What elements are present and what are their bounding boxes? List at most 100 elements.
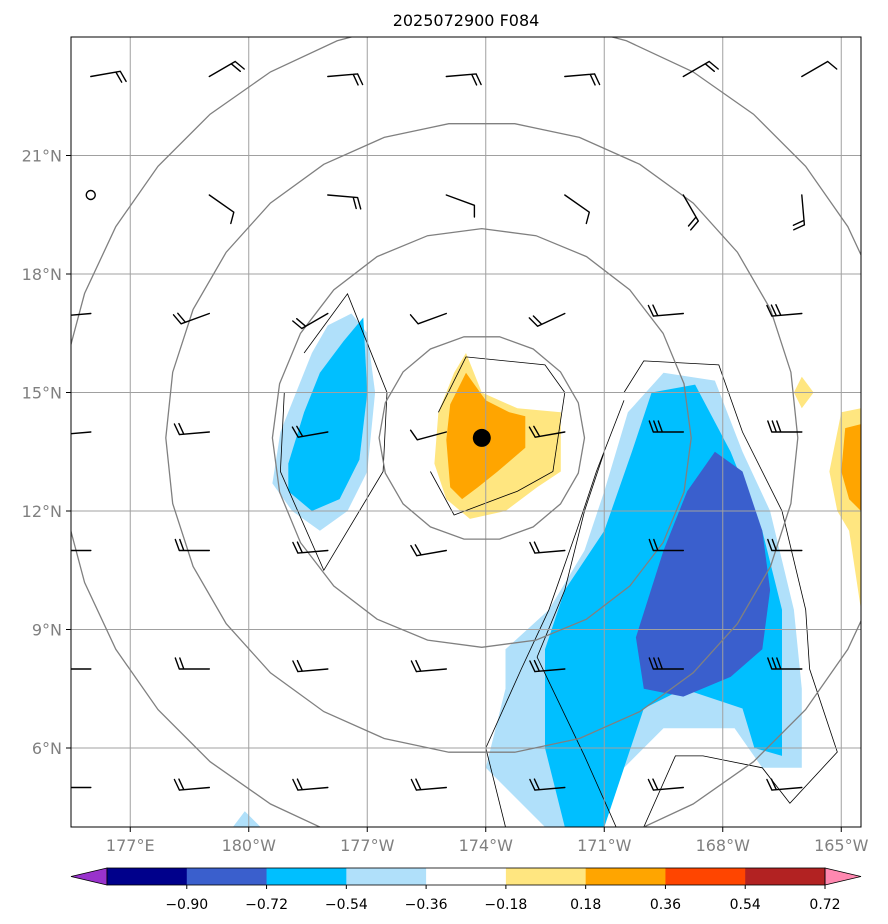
y-tick-label: 15°N [22, 384, 62, 403]
wind-barb [409, 429, 447, 441]
wind-barb [173, 422, 210, 436]
range-ring-0 [378, 336, 586, 540]
wind-barb [173, 778, 210, 791]
wind-barb [528, 425, 566, 438]
wind-barb [292, 541, 329, 554]
wind-barb [172, 312, 210, 325]
colorbar-label: −0.54 [325, 897, 368, 913]
gridlines [71, 37, 861, 827]
wind-barb [767, 538, 803, 552]
colorbar-label: 0.72 [809, 897, 840, 913]
range-ring-2 [165, 123, 799, 753]
y-tick-label: 21°N [22, 147, 62, 166]
y-tick-labels: 6°N 9°N 12°N 15°N 18°N 21°N [22, 147, 71, 758]
plot-area [71, 37, 861, 827]
wind-barb [71, 786, 92, 789]
wind-barb [648, 538, 684, 552]
storm-center [472, 428, 491, 447]
wind-barb [208, 60, 245, 78]
shaded-region-1 [288, 317, 368, 511]
wind-barb-calm [85, 189, 96, 201]
colorbar-label: −0.18 [484, 897, 527, 913]
wind-barb [292, 778, 329, 791]
y-tick-label: 12°N [22, 502, 62, 521]
colorbar-bin [266, 868, 347, 885]
wind-barb [767, 420, 803, 433]
wind-barb [648, 420, 684, 433]
wind-barb [564, 73, 601, 86]
colorbar-frame [106, 867, 826, 886]
wind-barb [528, 312, 566, 327]
range-ring-1 [271, 227, 692, 648]
colorbar: −0.90 −0.72 −0.54 −0.36 −0.18 0.18 0.36 0.54 0.7… [70, 867, 862, 913]
colorbar-bin [585, 868, 666, 885]
wind-barb [766, 778, 803, 791]
contour-line-0 [279, 292, 388, 572]
range-rings [71, 37, 861, 827]
colorbar-bin [426, 868, 507, 885]
colorbar-bin [505, 868, 587, 885]
colorbar-bin [665, 868, 746, 885]
wind-barb [71, 549, 92, 552]
x-tick-label: 180°W [222, 836, 277, 855]
wind-barb [291, 425, 329, 438]
x-tick-label: 165°W [814, 836, 869, 855]
wind-barb [767, 657, 803, 670]
wind-barb [792, 194, 806, 231]
colorbar-extend-low [70, 867, 108, 886]
shaded-region-8 [841, 424, 861, 511]
wind-barb [174, 538, 210, 552]
contour-line-2 [536, 360, 838, 827]
wind-barb [327, 194, 362, 210]
colorbar-label: −0.72 [245, 897, 288, 913]
colorbar-extend-high [824, 867, 862, 886]
chart-title: 2025072900 F084 [393, 11, 540, 30]
x-tick-label: 174°W [459, 836, 514, 855]
wind-barb [647, 778, 684, 791]
wind-barb [71, 431, 92, 435]
colorbar-bin [186, 868, 268, 885]
wind-barb [529, 778, 566, 791]
wind-barbs [71, 60, 838, 791]
wind-barb [409, 312, 447, 325]
wind-barb [766, 304, 803, 317]
y-tick-label: 18°N [22, 265, 62, 284]
x-tick-label: 168°W [696, 836, 751, 855]
wind-barb [682, 194, 699, 231]
wind-barb [410, 659, 447, 673]
colorbar-bin [745, 868, 826, 885]
wind-barb [208, 194, 235, 225]
plot-frame [70, 36, 862, 828]
wind-barb [529, 659, 566, 673]
colorbar-label: 0.18 [570, 897, 601, 913]
colorbar-bin [107, 868, 188, 885]
wind-barb [445, 73, 482, 86]
colorbar-label: 0.54 [730, 897, 761, 913]
wind-barb [682, 60, 719, 78]
x-tick-label: 177°W [340, 836, 395, 855]
wind-barb [174, 657, 210, 670]
storm-center-marker [472, 428, 491, 447]
wind-barb [529, 541, 566, 554]
wind-barb [292, 659, 329, 673]
shaded-region-10 [232, 811, 261, 827]
wind-barb [648, 657, 684, 670]
wind-barb [410, 544, 447, 557]
colorbar-label: −0.90 [165, 897, 208, 913]
wind-barb [71, 668, 92, 670]
wind-barb [564, 194, 590, 225]
wind-barb [410, 778, 447, 791]
wind-barb [90, 70, 127, 83]
wind-barb [445, 194, 476, 218]
wind-barb [71, 312, 92, 316]
y-tick-label: 9°N [32, 621, 62, 640]
range-ring-3 [71, 37, 861, 827]
shaded-region-6 [635, 451, 771, 697]
colorbar-label: 0.36 [650, 897, 681, 913]
x-tick-labels: 177°E 180°W 177°W 174°W 171°W 168°W 165°W [106, 827, 869, 855]
x-tick-label: 177°E [106, 836, 155, 855]
y-tick-label: 6°N [32, 739, 62, 758]
x-tick-label: 171°W [577, 836, 632, 855]
colorbar-bin [346, 868, 427, 885]
